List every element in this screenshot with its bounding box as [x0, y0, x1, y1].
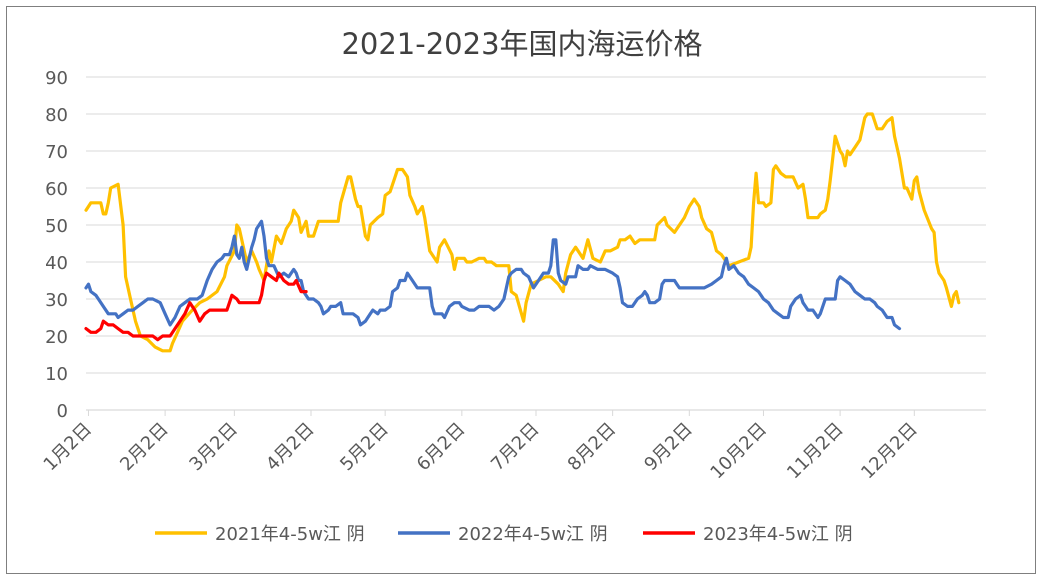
- x-axis-ticks: 1月2日 2月2日 3月2日 4月2日 5月2日 6月2日 7月2日 8月2日 9月2日 10月2…: [40, 410, 922, 483]
- series-lines: [84, 112, 961, 353]
- y-tick-label: 20: [45, 327, 68, 348]
- x-tick-label: 10月2日: [706, 419, 771, 484]
- series-line-3: [84, 271, 308, 342]
- x-tick-label: 8月2日: [564, 419, 621, 476]
- y-tick-label: 30: [45, 290, 68, 311]
- gridlines: [86, 76, 986, 374]
- series-line-1: [84, 112, 961, 353]
- x-tick-label: 1月2日: [40, 419, 97, 476]
- legend-label: 2023年4-5w江 阴: [703, 524, 853, 545]
- y-tick-label: 10: [45, 364, 68, 385]
- legend: 2021年4-5w江 阴 2022年4-5w江 阴 2023年4-5w江 阴: [155, 524, 853, 545]
- x-tick-label: 5月2日: [336, 419, 393, 476]
- chart-title: 2021-2023年国内海运价格: [341, 27, 702, 61]
- x-tick-label: 3月2日: [185, 419, 242, 476]
- x-tick-label: 7月2日: [487, 419, 544, 476]
- y-tick-label: 70: [45, 142, 68, 163]
- legend-label: 2021年4-5w江 阴: [215, 524, 365, 545]
- y-tick-label: 90: [45, 68, 68, 89]
- y-axis-ticks: 0 10 20 30 40 50 60 70 80 90: [45, 68, 68, 422]
- y-tick-label: 60: [45, 179, 68, 200]
- x-tick-label: 2月2日: [116, 419, 173, 476]
- y-tick-label: 40: [45, 253, 68, 274]
- x-tick-label: 11月2日: [783, 419, 848, 484]
- y-tick-label: 80: [45, 105, 68, 126]
- x-tick-label: 9月2日: [640, 419, 697, 476]
- x-tick-label: 6月2日: [413, 419, 470, 476]
- y-tick-label: 50: [45, 216, 68, 237]
- x-tick-label: 4月2日: [262, 419, 319, 476]
- legend-label: 2022年4-5w江 阴: [458, 524, 608, 545]
- y-tick-label: 0: [57, 401, 68, 422]
- series-line-2: [84, 219, 902, 331]
- x-tick-label: 12月2日: [857, 419, 922, 484]
- chart-frame: [6, 6, 1036, 574]
